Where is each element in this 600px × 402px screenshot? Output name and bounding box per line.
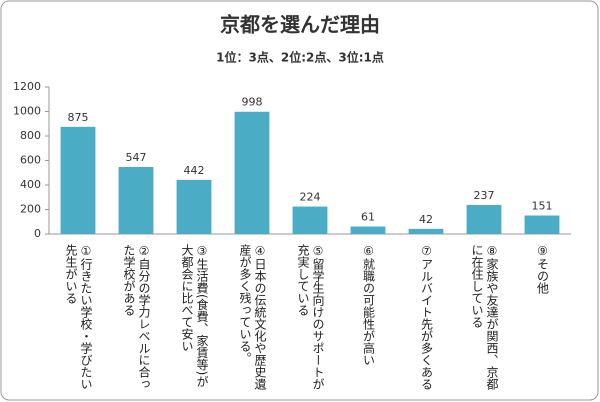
x-tick-label: ②自分の学力レベルに合った学校がある [122, 244, 151, 390]
bar [408, 228, 444, 234]
value-label: 875 [68, 111, 89, 124]
value-label: 998 [242, 96, 263, 109]
y-tick-label: 600 [20, 154, 41, 167]
value-label: 151 [532, 200, 553, 213]
value-label: 42 [419, 213, 433, 226]
x-tick-label: ⑤留学生向けのサポートが充実している [296, 244, 325, 390]
bar [292, 206, 328, 234]
x-tick-label: ④日本の伝統文化や歴史遺産が多く残っている。 [238, 244, 267, 390]
bar [60, 126, 96, 234]
value-label: 61 [361, 211, 375, 224]
x-tick-label: ⑦アルバイト先が多くある [419, 244, 434, 390]
value-label: 224 [300, 191, 321, 204]
bar [118, 166, 154, 234]
value-label: 547 [126, 151, 147, 164]
bar [234, 111, 270, 234]
x-tick-label: ⑧家族や友達が関西、京都に在住している [470, 244, 499, 390]
y-tick-label: 400 [20, 178, 41, 191]
x-tick-label: ⑨その他 [535, 244, 550, 294]
y-tick-label: 1200 [13, 80, 41, 93]
bar [524, 215, 560, 234]
bar [176, 179, 212, 234]
y-tick-label: 1000 [13, 105, 41, 118]
y-tick-label: 200 [20, 203, 41, 216]
bar [466, 204, 502, 234]
y-tick-label: 800 [20, 129, 41, 142]
bar [350, 226, 386, 234]
x-tick-label: ①行きたい学校・学びたい先生がいる [64, 244, 93, 390]
x-tick-label: ③生活費(食費、家賃等)が大都会に比べて安い [180, 244, 209, 388]
x-tick-label: ⑥就職の可能性が高い [361, 244, 376, 366]
value-label: 237 [474, 189, 495, 202]
y-tick-label: 0 [34, 227, 41, 240]
chart-title: 京都を選んだ理由 [220, 13, 380, 37]
chart-subtitle: 1位：3点、2位:2点、3位:1点 [216, 50, 384, 65]
value-label: 442 [184, 164, 205, 177]
